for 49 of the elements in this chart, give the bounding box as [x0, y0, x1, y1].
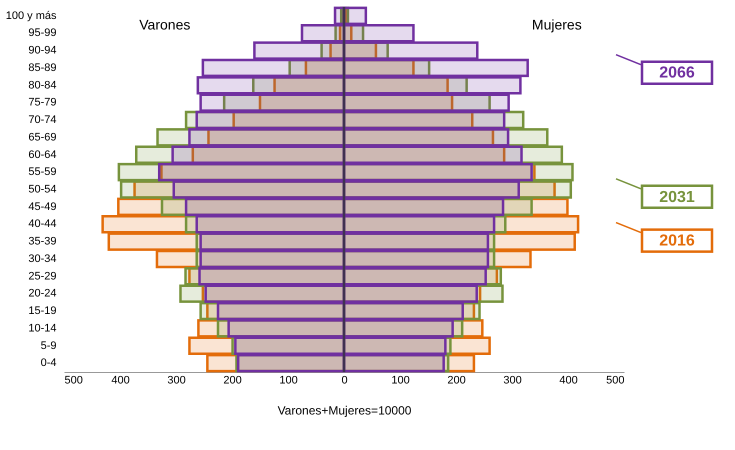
text: 2016 [659, 232, 695, 250]
y-tick-label: 85-89 [28, 62, 56, 74]
y-tick-label: 5-9 [40, 340, 56, 352]
y-tick-label: 75-79 [28, 96, 56, 109]
annotation: Varones [139, 16, 190, 32]
bar [342, 41, 479, 60]
bar [342, 24, 415, 42]
x-tick-label: 100 [279, 374, 298, 386]
y-tick-label: 0-4 [40, 357, 56, 370]
y-tick-label: 90-94 [28, 44, 56, 57]
x-tick-label: 300 [503, 374, 522, 386]
x-tick-label: 200 [223, 374, 242, 386]
bar [253, 41, 346, 60]
y-tick-label: 100 y más [6, 10, 57, 22]
bar [300, 24, 346, 42]
y-tick-label: 15-19 [28, 305, 56, 318]
bar [202, 58, 346, 78]
y-tick-label: 10-14 [28, 322, 56, 334]
x-tick-label: 500 [606, 374, 624, 386]
x-tick-label: 300 [167, 374, 186, 386]
y-tick-label: 30-34 [28, 252, 56, 265]
y-tick-label: 25-29 [28, 270, 56, 282]
bar [342, 76, 522, 95]
bar [172, 180, 346, 199]
y-tick-label: 95-99 [28, 27, 56, 40]
text: 2031 [659, 188, 695, 206]
y-tick-label: 40-44 [28, 218, 56, 230]
y-tick-label: 65-69 [28, 131, 56, 144]
y-tick-label: 35-39 [28, 236, 56, 248]
annotation: Mujeres [532, 16, 582, 32]
x-tick-label: 500 [64, 374, 83, 386]
x-tick-label: 100 [391, 374, 410, 386]
text: 2066 [659, 64, 695, 82]
y-tick-label: 55-59 [28, 166, 56, 178]
y-tick-label: 70-74 [28, 114, 56, 126]
bar [199, 93, 346, 112]
x-tick-label: 400 [111, 374, 130, 386]
x-tick-label: 200 [447, 374, 466, 386]
x-tick-label: 0 [341, 374, 348, 386]
y-tick-label: 50-54 [28, 184, 56, 196]
y-tick-label: 45-49 [28, 200, 56, 213]
y-tick-label: 60-64 [28, 148, 56, 161]
bar [342, 180, 520, 199]
x-axis-title: Varones+Mujeres=10000 [278, 404, 412, 418]
x-tick-label: 400 [559, 374, 578, 386]
y-tick-label: 20-24 [28, 288, 56, 300]
bar [342, 58, 529, 78]
bar [196, 76, 346, 95]
y-tick-label: 80-84 [28, 79, 56, 92]
